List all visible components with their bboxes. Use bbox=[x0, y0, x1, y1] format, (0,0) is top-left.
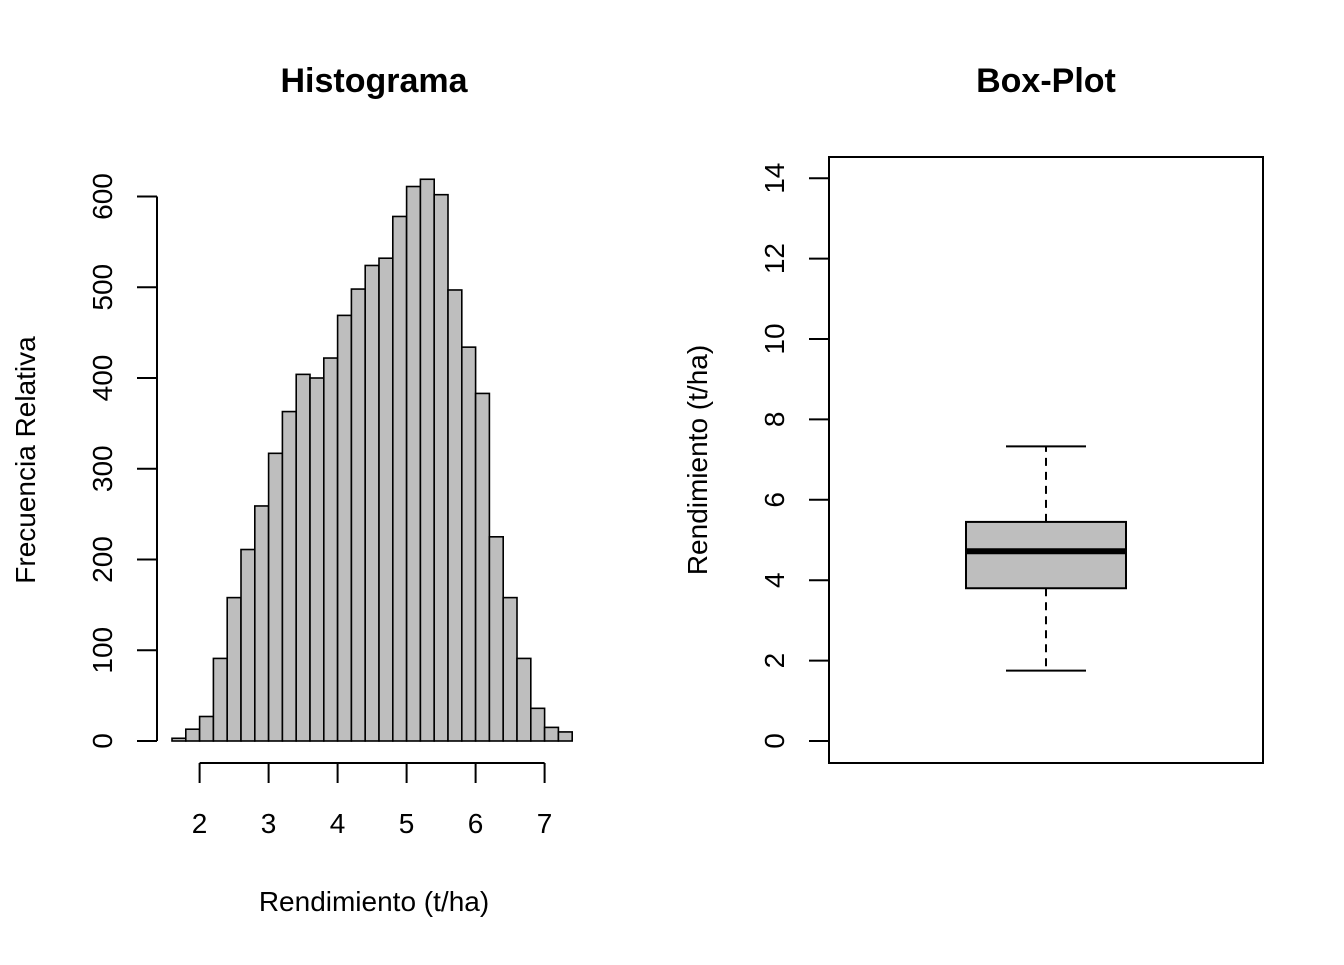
histogram-x-tick-label: 7 bbox=[537, 808, 553, 839]
histogram-bar bbox=[419, 178, 435, 742]
histogram-x-tick-label: 4 bbox=[330, 808, 346, 839]
boxplot-panel: Box-Plot Rendimiento (t/ha) 0 2 4 6 8 10 12 14 bbox=[682, 62, 1264, 764]
histogram-y-axis-label: Frecuencia Relativa bbox=[10, 336, 41, 584]
histogram-bar bbox=[529, 707, 546, 742]
histogram-bar bbox=[391, 215, 408, 742]
histogram-panel: Histograma Rendimiento (t/ha) Frecuencia… bbox=[10, 62, 574, 917]
boxplot-y-axis: 0 2 4 6 8 10 12 14 bbox=[759, 163, 829, 749]
histogram-x-tick-label: 3 bbox=[261, 808, 277, 839]
histogram-title: Histograma bbox=[280, 62, 468, 100]
histogram-bar bbox=[543, 726, 560, 742]
histogram-bar bbox=[474, 392, 491, 742]
boxplot-frame bbox=[828, 156, 1264, 764]
histogram-x-axis-label: Rendimiento (t/ha) bbox=[259, 886, 489, 917]
histogram-x-axis: 2 3 4 5 6 7 bbox=[192, 762, 553, 839]
boxplot-y-tick-label: 10 bbox=[759, 323, 790, 354]
histogram-y-tick-label: 400 bbox=[87, 355, 118, 402]
boxplot-box bbox=[965, 520, 1127, 590]
histogram-bar bbox=[502, 596, 518, 742]
histogram-y-axis: 0 100 200 300 400 500 600 bbox=[87, 173, 158, 749]
histogram-bars bbox=[171, 178, 574, 742]
boxplot-y-tick-label: 0 bbox=[759, 733, 790, 749]
histogram-bar bbox=[405, 185, 422, 742]
histogram-bar bbox=[212, 657, 228, 742]
histogram-y-tick-label: 500 bbox=[87, 264, 118, 311]
histogram-bar bbox=[364, 264, 380, 742]
boxplot-y-tick-label: 2 bbox=[759, 653, 790, 669]
histogram-y-tick-label: 600 bbox=[87, 173, 118, 220]
boxplot-y-tick-label: 12 bbox=[759, 243, 790, 274]
histogram-bar bbox=[488, 536, 504, 742]
boxplot-y-axis-label: Rendimiento (t/ha) bbox=[682, 345, 713, 575]
histogram-bar bbox=[336, 314, 353, 742]
histogram-x-tick-label: 5 bbox=[399, 808, 415, 839]
histogram-x-tick-label: 2 bbox=[192, 808, 208, 839]
boxplot-y-tick-label: 14 bbox=[759, 163, 790, 194]
boxplot-y-tick-label: 4 bbox=[759, 572, 790, 588]
histogram-bar bbox=[322, 357, 339, 742]
histogram-bar bbox=[378, 257, 394, 742]
histogram-bar bbox=[185, 728, 201, 742]
histogram-y-tick-label: 0 bbox=[87, 733, 118, 749]
histogram-bar bbox=[460, 346, 477, 742]
histogram-bar bbox=[350, 288, 366, 742]
boxplot-title: Box-Plot bbox=[976, 62, 1116, 100]
histogram-bar bbox=[295, 373, 311, 742]
histogram-bar bbox=[516, 657, 532, 742]
histogram-bar bbox=[171, 737, 187, 742]
histogram-bar bbox=[281, 410, 297, 742]
histogram-bar bbox=[447, 289, 463, 742]
histogram-bar bbox=[226, 596, 242, 742]
boxplot-y-tick-label: 6 bbox=[759, 492, 790, 508]
histogram-bar bbox=[254, 505, 270, 742]
histogram-y-tick-label: 100 bbox=[87, 627, 118, 674]
histogram-bar bbox=[198, 715, 215, 742]
histogram-y-tick-label: 300 bbox=[87, 445, 118, 492]
histogram-bar bbox=[267, 452, 284, 742]
boxplot-y-tick-label: 8 bbox=[759, 412, 790, 428]
histogram-bar bbox=[309, 377, 325, 742]
histogram-bar bbox=[557, 731, 574, 742]
boxplot-shape bbox=[965, 445, 1127, 672]
histogram-bar bbox=[240, 548, 256, 742]
histogram-bar bbox=[433, 193, 449, 742]
histogram-y-tick-label: 200 bbox=[87, 536, 118, 583]
histogram-x-tick-label: 6 bbox=[468, 808, 484, 839]
